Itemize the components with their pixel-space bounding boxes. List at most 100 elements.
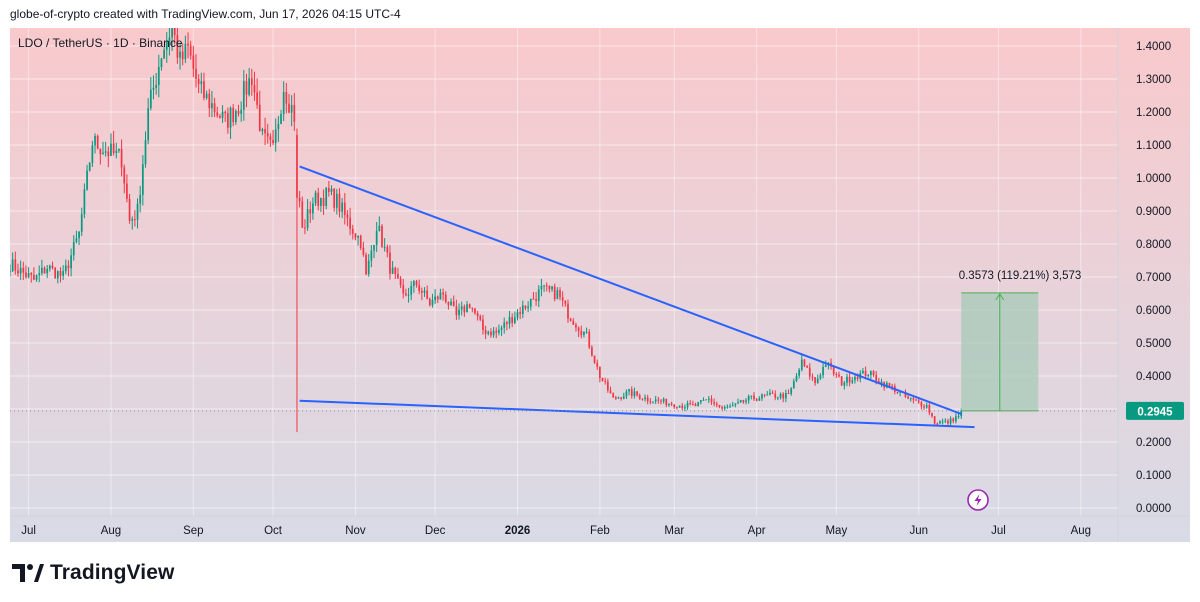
candle[interactable]: [599, 366, 601, 383]
candle[interactable]: [373, 244, 375, 259]
trendline-upper[interactable]: [299, 165, 962, 415]
candle[interactable]: [575, 322, 577, 332]
candle[interactable]: [277, 116, 280, 142]
candle[interactable]: [466, 300, 468, 313]
candle[interactable]: [694, 402, 697, 407]
candle[interactable]: [38, 265, 41, 283]
candle[interactable]: [349, 207, 351, 236]
candle[interactable]: [909, 397, 912, 402]
candle[interactable]: [184, 35, 187, 64]
candle[interactable]: [181, 43, 184, 66]
candle[interactable]: [734, 403, 737, 408]
candle[interactable]: [41, 259, 43, 276]
candle[interactable]: [83, 183, 86, 219]
candle[interactable]: [157, 54, 160, 98]
candle[interactable]: [676, 406, 678, 410]
candle[interactable]: [426, 285, 429, 300]
candle[interactable]: [136, 198, 139, 229]
candle[interactable]: [535, 292, 537, 306]
candle[interactable]: [88, 162, 91, 172]
candle[interactable]: [375, 221, 378, 253]
candle[interactable]: [245, 73, 248, 108]
candle[interactable]: [197, 74, 200, 94]
candle[interactable]: [219, 113, 221, 119]
candle[interactable]: [351, 224, 354, 240]
candle[interactable]: [62, 265, 65, 280]
candle[interactable]: [256, 78, 258, 109]
candle[interactable]: [134, 210, 136, 227]
candle[interactable]: [128, 193, 131, 224]
candle[interactable]: [386, 244, 389, 258]
candle[interactable]: [822, 363, 824, 379]
candle[interactable]: [330, 185, 333, 196]
candle[interactable]: [513, 311, 516, 325]
candle[interactable]: [702, 397, 705, 401]
candle[interactable]: [126, 174, 128, 203]
candle[interactable]: [394, 266, 397, 280]
candle[interactable]: [766, 390, 769, 396]
candle[interactable]: [381, 224, 383, 248]
candle[interactable]: [957, 413, 960, 419]
candle[interactable]: [282, 81, 285, 122]
candle[interactable]: [949, 416, 952, 426]
candle[interactable]: [312, 197, 314, 220]
candle[interactable]: [747, 394, 750, 404]
candle[interactable]: [205, 90, 208, 100]
candle[interactable]: [529, 298, 532, 311]
candle[interactable]: [298, 190, 301, 208]
candle[interactable]: [463, 304, 466, 317]
candle[interactable]: [327, 180, 330, 197]
chart-frame[interactable]: 0.3573 (119.21%) 3,573 1.4000 1.3000 1.200…: [10, 28, 1190, 542]
candle[interactable]: [670, 401, 673, 407]
candle[interactable]: [99, 148, 102, 165]
candle[interactable]: [27, 267, 30, 279]
candle[interactable]: [644, 394, 646, 402]
candle[interactable]: [750, 395, 753, 400]
candle[interactable]: [458, 303, 460, 320]
candle[interactable]: [503, 317, 506, 334]
candle[interactable]: [686, 400, 689, 410]
candle[interactable]: [25, 265, 27, 279]
candle[interactable]: [816, 374, 819, 384]
candle[interactable]: [551, 285, 553, 292]
candle[interactable]: [726, 404, 729, 409]
candle[interactable]: [410, 281, 413, 301]
candle[interactable]: [64, 259, 67, 275]
candle[interactable]: [474, 307, 476, 315]
candle[interactable]: [665, 398, 668, 408]
candle[interactable]: [144, 131, 147, 168]
candle[interactable]: [80, 207, 83, 236]
candle[interactable]: [920, 400, 923, 410]
candle[interactable]: [213, 97, 216, 118]
candle[interactable]: [593, 355, 596, 364]
candle[interactable]: [577, 326, 580, 338]
candle[interactable]: [272, 129, 274, 146]
candle[interactable]: [189, 40, 192, 60]
candle[interactable]: [731, 401, 734, 407]
candle[interactable]: [436, 295, 439, 304]
candle[interactable]: [572, 318, 575, 325]
candle[interactable]: [707, 395, 710, 404]
candle[interactable]: [947, 418, 949, 426]
candle[interactable]: [782, 392, 785, 403]
candle[interactable]: [195, 54, 197, 88]
candle[interactable]: [506, 320, 508, 331]
candle[interactable]: [431, 293, 434, 308]
candle[interactable]: [288, 93, 290, 114]
candle[interactable]: [763, 394, 766, 398]
candle[interactable]: [795, 373, 798, 383]
candle[interactable]: [798, 367, 801, 379]
candle[interactable]: [854, 373, 856, 384]
candle[interactable]: [285, 83, 288, 114]
candle[interactable]: [317, 187, 320, 211]
candle[interactable]: [346, 210, 349, 227]
candle[interactable]: [240, 101, 243, 122]
candle[interactable]: [678, 405, 681, 408]
candle[interactable]: [413, 279, 415, 293]
candle[interactable]: [91, 140, 94, 168]
candle[interactable]: [155, 72, 158, 95]
candle[interactable]: [559, 287, 561, 301]
candle[interactable]: [407, 287, 410, 303]
candle[interactable]: [646, 394, 649, 405]
candle[interactable]: [668, 403, 670, 407]
